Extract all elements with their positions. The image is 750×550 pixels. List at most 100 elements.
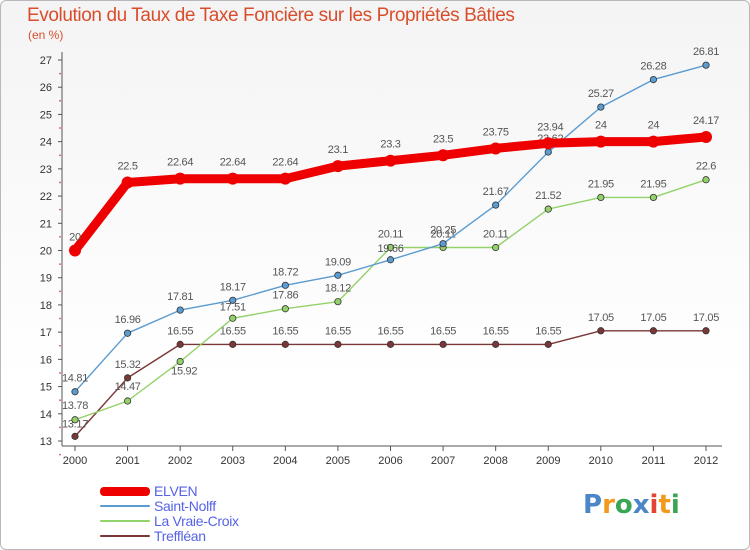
chart-title: Evolution du Taux de Taxe Foncière sur l… (27, 5, 515, 26)
data-label-1-0: 14.81 (62, 373, 88, 385)
x-tick-label-2005: 2005 (326, 455, 350, 467)
series-point-0-10 (594, 135, 607, 148)
series-point-1-12 (702, 61, 710, 69)
data-label-0-3: 22.64 (220, 157, 246, 169)
series-point-1-0 (71, 388, 79, 396)
legend-swatch-la-vraie-croix (100, 520, 150, 522)
series-point-3-12 (702, 327, 710, 335)
series-point-1-1 (123, 329, 132, 337)
data-label-2-11: 21.95 (640, 178, 666, 190)
series-point-2-9 (544, 205, 552, 213)
data-label-0-7: 23.5 (433, 133, 453, 145)
data-label-3-9: 16.55 (535, 325, 561, 337)
series-point-0-7 (437, 149, 450, 162)
y-minor-dot-27 (59, 72, 61, 75)
logo-letter: x (632, 490, 650, 520)
data-label-3-12: 17.05 (693, 312, 719, 324)
y-tick-label-21: 21 (40, 218, 52, 230)
y-tick-label-22: 22 (40, 191, 52, 203)
series-point-2-0 (71, 416, 79, 424)
series-point-3-0 (71, 432, 79, 440)
data-label-1-5: 19.09 (325, 256, 351, 268)
legend-swatch-saint-nolff (100, 505, 150, 507)
series-point-3-1 (123, 374, 132, 382)
data-label-1-10: 25.27 (588, 88, 614, 100)
series-point-0-11 (647, 135, 660, 148)
legend-item-la-vraie-croix: La Vraie-Croix (100, 513, 300, 529)
x-tick-label-2001: 2001 (115, 455, 139, 467)
data-label-3-4: 16.55 (272, 325, 298, 337)
data-label-1-12: 26.81 (693, 46, 719, 58)
y-minor-dot-13 (59, 453, 61, 456)
y-tick-label-18: 18 (40, 300, 52, 312)
logo-letter: r (602, 490, 615, 520)
series-point-0-5 (331, 160, 344, 173)
legend-item-treffleann: Treffléan (100, 528, 300, 544)
data-label-0-0: 20 (69, 232, 81, 244)
series-point-3-5 (334, 340, 342, 348)
y-tick-label-20: 20 (40, 246, 52, 258)
legend-item-elven: ELVEN (100, 483, 300, 499)
data-label-0-2: 22.64 (167, 157, 193, 169)
y-minor-dot-24 (59, 154, 61, 157)
series-point-2-1 (123, 397, 132, 405)
series-point-3-7 (439, 340, 447, 348)
series-point-3-6 (386, 340, 395, 348)
legend-label-saint-nolff: Saint-Nolff (154, 498, 216, 514)
series-point-3-9 (544, 340, 552, 348)
data-label-1-4: 18.72 (272, 266, 298, 278)
data-label-1-7: 20.25 (430, 225, 456, 237)
series-point-1-8 (492, 201, 500, 209)
series-point-0-4 (279, 172, 292, 185)
series-point-0-12 (700, 131, 712, 144)
x-tick-label-2006: 2006 (378, 455, 402, 467)
data-label-1-8: 21.67 (483, 186, 509, 198)
x-tick-label-2003: 2003 (221, 455, 245, 467)
y-tick-label-19: 19 (40, 273, 52, 285)
y-tick-label-25: 25 (40, 109, 52, 121)
x-tick-label-2008: 2008 (483, 455, 507, 467)
series-point-2-2 (176, 357, 184, 366)
x-tick-label-2002: 2002 (168, 455, 192, 467)
y-tick-label-24: 24 (40, 137, 52, 149)
series-point-0-2 (174, 172, 187, 185)
data-label-1-11: 26.28 (640, 61, 666, 73)
data-label-3-0: 13.17 (62, 418, 88, 430)
legend-item-saint-nolff: Saint-Nolff (100, 498, 300, 514)
data-label-3-10: 17.05 (588, 312, 614, 324)
data-label-0-10: 24 (595, 120, 607, 132)
data-label-2-9: 21.52 (535, 190, 561, 202)
series-point-1-2 (176, 306, 184, 314)
series-point-3-3 (229, 340, 237, 348)
series-point-2-11 (649, 193, 658, 202)
series-point-3-8 (492, 340, 500, 348)
x-tick-label-2009: 2009 (536, 455, 560, 467)
x-tick-label-2000: 2000 (63, 455, 87, 467)
logo-letter: i (649, 490, 659, 520)
series-point-2-6 (386, 243, 395, 252)
data-label-2-0: 13.78 (62, 400, 88, 412)
series-point-1-7 (439, 240, 447, 248)
series-point-1-10 (597, 103, 605, 111)
series-point-1-4 (281, 281, 289, 289)
data-label-1-6: 19.66 (377, 243, 403, 255)
series-point-1-6 (386, 256, 395, 264)
x-tick-label-2012: 2012 (694, 455, 718, 467)
logo-letter: i (670, 490, 680, 520)
data-label-3-7: 16.55 (430, 325, 456, 337)
data-label-0-8: 23.75 (483, 126, 509, 138)
data-label-1-2: 17.81 (167, 291, 193, 303)
series-point-1-5 (334, 271, 342, 279)
series-point-2-10 (597, 193, 605, 202)
y-minor-dot-18 (59, 317, 61, 320)
legend-swatch-treffleann (100, 535, 150, 537)
y-minor-dot-23 (59, 181, 61, 184)
data-label-3-3: 16.55 (220, 325, 246, 337)
data-label-3-1: 15.32 (115, 359, 141, 371)
y-tick-label-26: 26 (40, 82, 52, 94)
y-tick-label-14: 14 (40, 409, 52, 421)
logo-letter: t (658, 490, 671, 520)
legend-swatch-elven (100, 486, 150, 496)
